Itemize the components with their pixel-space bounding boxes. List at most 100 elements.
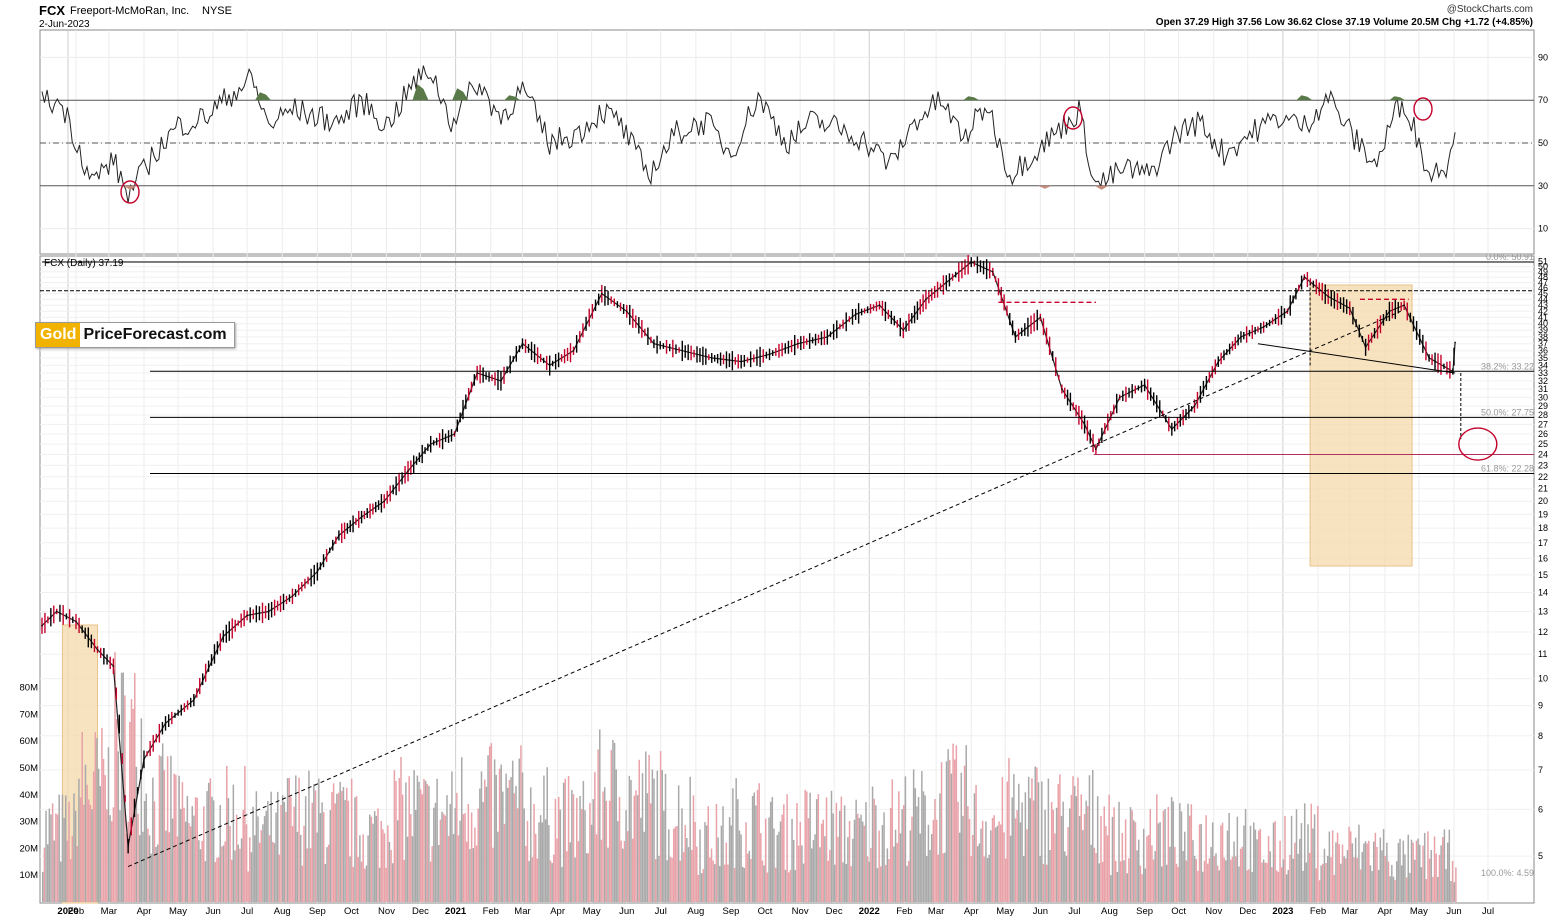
volume-bar (640, 817, 642, 902)
volume-bar (283, 801, 286, 902)
volume-bar (495, 774, 498, 902)
volume-bar (654, 859, 657, 902)
volume-bar (774, 867, 777, 902)
volume-bar (1016, 810, 1018, 902)
volume-bar (796, 803, 798, 902)
price-tick-label: 8 (1538, 731, 1543, 741)
volume-bar (364, 868, 366, 902)
volume-bar (1070, 794, 1073, 902)
volume-bar (127, 821, 129, 902)
price-tick-label: 22 (1538, 472, 1548, 482)
volume-bar (322, 812, 325, 902)
volume-bar (722, 806, 724, 902)
volume-bar (252, 806, 254, 902)
volume-bar (1170, 797, 1173, 902)
volume-bar (1271, 867, 1273, 902)
volume-bar (487, 755, 489, 902)
volume-bar (630, 779, 632, 902)
fib-level-label: 0.0%: 50.91 (1486, 252, 1534, 262)
volume-bar (350, 778, 353, 902)
target-circle (1458, 427, 1498, 461)
volume-bar (249, 837, 251, 902)
price-point (826, 336, 829, 338)
volume-bar (378, 867, 381, 902)
volume-bar (709, 857, 711, 902)
volume-bar (1026, 829, 1028, 902)
volume-bar (766, 872, 769, 902)
volume-bar (649, 803, 652, 902)
volume-bar (1348, 826, 1350, 902)
volume-bar (475, 845, 478, 902)
volume-bar (554, 798, 557, 902)
volume-bar (1134, 822, 1137, 902)
volume-bar (1187, 803, 1189, 902)
price-point (453, 433, 456, 435)
volume-bar (884, 864, 887, 902)
volume-bar (1292, 858, 1294, 902)
volume-bar (291, 826, 294, 902)
volume-bar (1372, 841, 1375, 902)
x-tick-label: Feb (1310, 906, 1326, 917)
volume-bar (1001, 777, 1004, 902)
volume-bar (610, 750, 613, 902)
volume-bar (467, 803, 470, 902)
volume-bar (69, 859, 72, 902)
volume-bar (904, 776, 907, 902)
volume-bar (107, 747, 110, 902)
volume-bar (1451, 860, 1454, 902)
price-point (601, 292, 603, 295)
volume-bar (1141, 874, 1143, 902)
volume-bar (1246, 870, 1248, 902)
volume-bar (955, 745, 958, 902)
volume-bar (79, 797, 82, 902)
volume-bar (285, 811, 287, 902)
volume-bar (1428, 858, 1431, 902)
volume-bar (880, 866, 882, 902)
volume-bar (286, 778, 289, 902)
volume-bar (1266, 862, 1268, 902)
volume-bar (518, 758, 521, 902)
volume-bar (1356, 857, 1359, 902)
volume-bar (395, 781, 397, 902)
rsi-circle-2020 (120, 180, 140, 204)
volume-bar (1119, 861, 1122, 902)
x-tick-label: Oct (758, 906, 773, 917)
volume-bar (316, 832, 318, 902)
volume-bar (171, 818, 174, 902)
volume-bar (786, 794, 788, 902)
price-point (925, 298, 927, 301)
volume-bar (715, 803, 718, 902)
price-point (1262, 326, 1265, 328)
volume-bar (232, 784, 235, 902)
x-tick-label: Mar (514, 906, 530, 917)
x-tick-label: Sep (309, 906, 326, 917)
volume-bar (679, 860, 682, 902)
volume-bar (544, 819, 547, 902)
volume-bar (1364, 841, 1367, 902)
volume-bar (367, 835, 369, 902)
volume-bar (1409, 872, 1411, 902)
volume-bar (779, 821, 782, 902)
volume-bar (362, 834, 364, 902)
volume-bar (1420, 867, 1423, 902)
volume-bar (1351, 843, 1354, 902)
volume-bar (1392, 876, 1395, 902)
volume-bar (868, 861, 871, 902)
volume-bar (830, 790, 833, 902)
volume-bar (741, 866, 744, 902)
volume-bar (1410, 839, 1413, 902)
volume-bar (536, 858, 539, 902)
volume-bar (840, 796, 843, 902)
volume-bar (143, 801, 146, 902)
volume-bar (620, 840, 622, 902)
volume-bar (309, 848, 312, 902)
volume-bar (543, 775, 545, 902)
price-point (246, 614, 248, 617)
x-tick-label: Jul (241, 906, 253, 917)
price-tick-label: 23 (1538, 460, 1548, 470)
volume-bar (155, 846, 157, 902)
price-point (1303, 276, 1306, 278)
volume-bar (1322, 863, 1324, 902)
volume-bar (290, 796, 292, 902)
volume-bar (1129, 807, 1132, 902)
